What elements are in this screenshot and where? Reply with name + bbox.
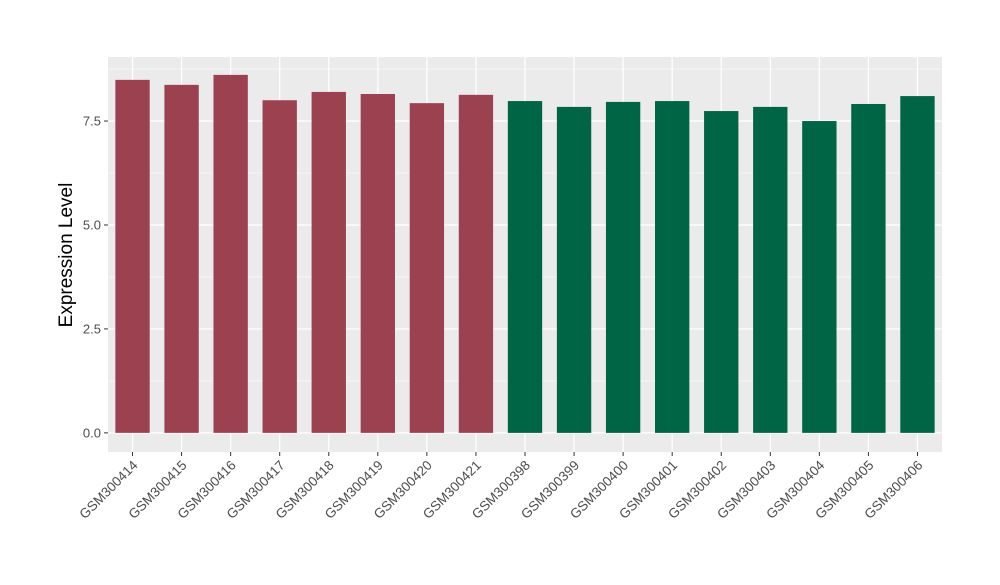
bar-GSM300402 (704, 111, 739, 433)
bar-GSM300403 (753, 106, 788, 433)
bar-GSM300418 (311, 91, 346, 433)
bar-GSM300406 (900, 96, 935, 433)
bar-GSM300421 (458, 94, 494, 433)
y-tick-label: 5.0 (83, 217, 101, 232)
y-axis-label: Expression Level (56, 183, 77, 328)
bar-GSM300400 (605, 101, 641, 433)
bar-GSM300419 (360, 94, 395, 433)
bar-GSM300404 (802, 121, 837, 433)
bar-GSM300417 (262, 100, 297, 433)
y-tick-label: 2.5 (83, 321, 101, 336)
bar-GSM300416 (213, 74, 248, 433)
bar-GSM300420 (409, 103, 445, 433)
bar-GSM300398 (507, 101, 543, 433)
y-tick-label: 7.5 (83, 114, 101, 129)
bar-GSM300414 (115, 79, 150, 433)
y-tick-label: 0.0 (83, 425, 101, 440)
bar-GSM300401 (655, 101, 690, 433)
bar-GSM300399 (556, 106, 592, 433)
bar-GSM300405 (851, 103, 886, 433)
bar-GSM300415 (164, 84, 199, 433)
